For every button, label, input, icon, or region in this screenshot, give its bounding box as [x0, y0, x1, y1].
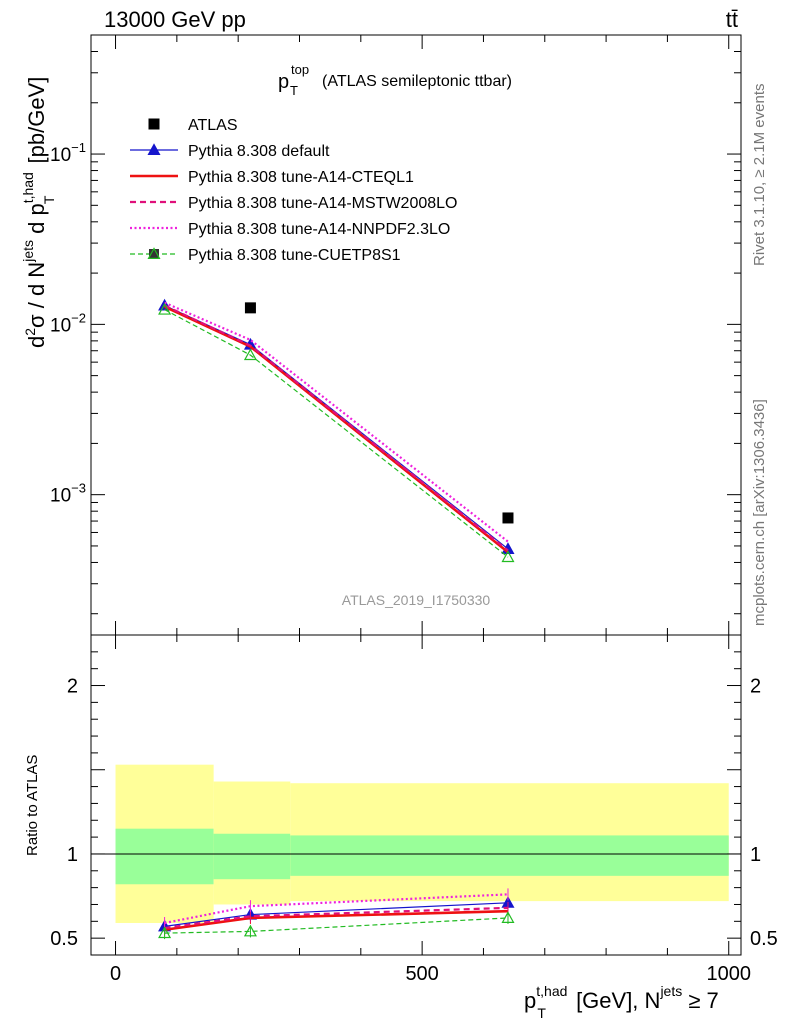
ratio-y-label: Ratio to ATLAS: [24, 755, 41, 856]
mcplots-label: mcplots.cern.ch [arXiv:1306.3436]: [751, 399, 768, 626]
ratio-point-4: [243, 924, 257, 937]
uncertainty-band-green: [115, 828, 214, 885]
main-plot-panel: 10−1 10−2 10−3: [50, 34, 741, 635]
legend-marker-box-4: [149, 249, 159, 259]
ratio-y-tick-label-right: 1: [750, 844, 761, 866]
ratio-y-tick-label-right: 2: [750, 676, 761, 698]
title-sub: T: [290, 83, 298, 98]
series-line-3: [164, 301, 509, 543]
legend: ATLAS Pythia 8.308 default Pythia 8.308 tu…: [130, 117, 457, 264]
atlas-data-point: [244, 302, 256, 314]
rivet-version-label: Rivet 3.1.10, ≥ 2.1M events: [751, 84, 768, 267]
series-point-4: [501, 550, 515, 563]
legend-marker-4: [147, 247, 161, 259]
atlas-data-point: [502, 512, 514, 524]
uncertainty-band-green: [213, 833, 291, 880]
process-label: tt̄: [726, 7, 738, 32]
ratio-y-tick-label: 1: [67, 844, 78, 866]
ratio-plot-panel: 0 500 1000 0.5 0.5 1 1 2 2: [50, 635, 778, 985]
legend-label-3: Pythia 8.308 tune-A14-NNPDF2.3LO: [188, 221, 450, 238]
series-line-1: [164, 305, 509, 554]
ratio-frame: [90, 634, 742, 956]
ratio-y-tick-label-right: 0.5: [750, 928, 778, 950]
y-tick-label: 10−3: [50, 481, 86, 507]
series-line-2: [164, 304, 509, 552]
y-tick-label: 10−1: [50, 140, 86, 166]
title-sup: top: [291, 62, 309, 77]
ratio-point-4: [158, 926, 172, 939]
legend-marker-0: [147, 143, 161, 155]
analysis-id: ATLAS_2019_I1750330: [342, 592, 491, 608]
x-tick-label: 1000: [706, 963, 751, 985]
title-rest: (ATLAS semileptonic ttbar): [322, 73, 512, 90]
legend-label-0: Pythia 8.308 default: [188, 143, 330, 160]
ratio-y-tick-label: 0.5: [50, 928, 78, 950]
plot-title: p T top (ATLAS semileptonic ttbar): [278, 62, 512, 98]
legend-label-4: Pythia 8.308 tune-CUETP8S1: [188, 247, 401, 264]
series-line-4: [164, 309, 509, 558]
uncertainty-band-green: [290, 835, 729, 876]
energy-label: 13000 GeV pp: [104, 7, 246, 32]
y-tick-label: 10−2: [50, 310, 86, 336]
legend-label-1: Pythia 8.308 tune-A14-CTEQL1: [188, 169, 414, 186]
y-axis-label: d2σ / d Njets d pt,had T [pb/GeV]: [20, 77, 57, 348]
svg-text:p: p: [278, 71, 289, 93]
ratio-line-4: [164, 917, 509, 934]
x-axis-label: pt,had T [GeV], Njets ≥ 7: [524, 983, 719, 1021]
x-tick-label: 500: [405, 963, 438, 985]
ratio-y-tick-label: 2: [67, 676, 78, 698]
legend-label-2: Pythia 8.308 tune-A14-MSTW2008LO: [188, 195, 457, 212]
series-point-4: [158, 302, 172, 315]
series-point-4: [243, 348, 257, 361]
ratio-point-4: [501, 911, 515, 923]
legend-marker-atlas: [148, 118, 160, 130]
x-tick-label: 0: [110, 963, 121, 985]
legend-label-atlas: ATLAS: [188, 117, 238, 134]
title-p: p: [278, 71, 289, 93]
